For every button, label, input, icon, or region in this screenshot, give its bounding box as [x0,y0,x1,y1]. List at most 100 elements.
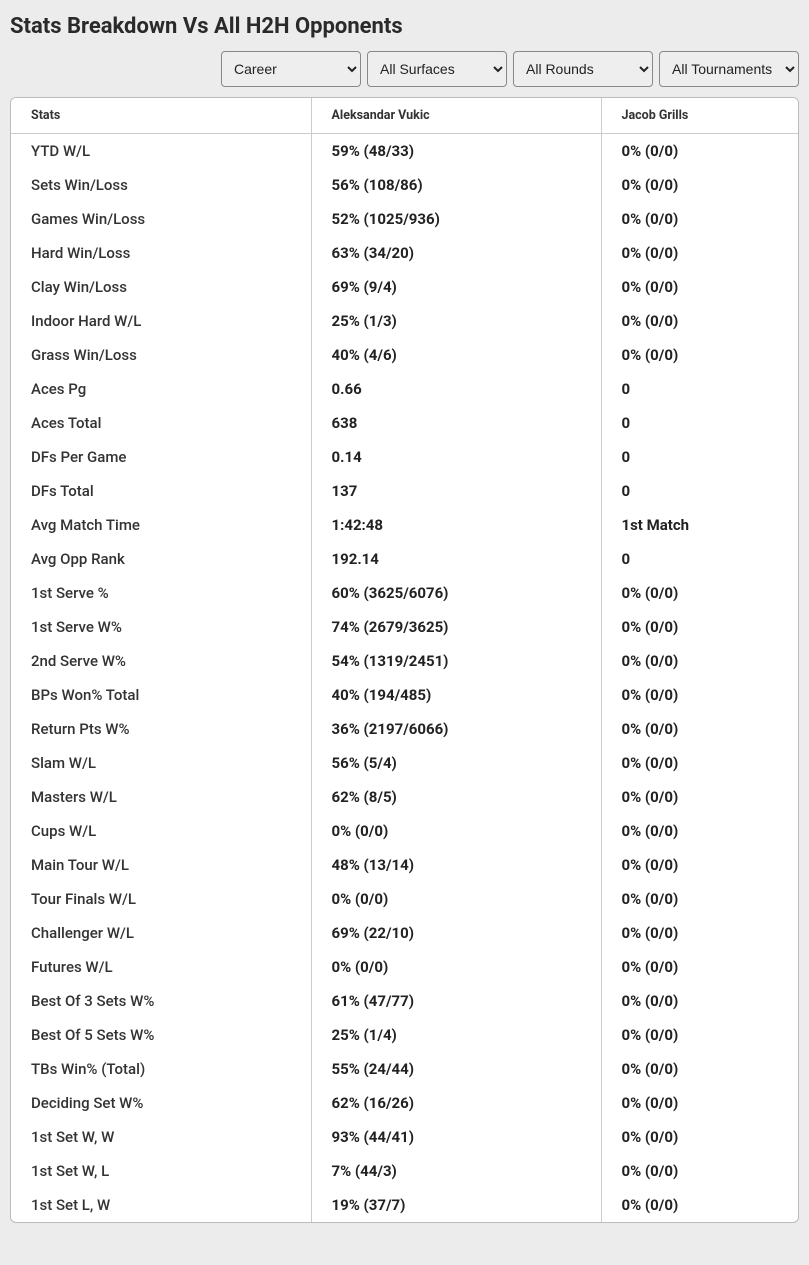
stat-player1-value: 0.14 [311,440,601,474]
stat-player1-value: 52% (1025/936) [311,202,601,236]
stat-player2-value: 0% (0/0) [601,576,798,610]
stat-label: Best Of 5 Sets W% [11,1018,311,1052]
stat-player2-value: 0% (0/0) [601,678,798,712]
stat-label: 1st Set W, L [11,1154,311,1188]
stat-player2-value: 0 [601,440,798,474]
table-row: Sets Win/Loss56% (108/86)0% (0/0) [11,168,798,202]
table-row: Return Pts W%36% (2197/6066)0% (0/0) [11,712,798,746]
stat-player1-value: 55% (24/44) [311,1052,601,1086]
stat-player2-value: 0% (0/0) [601,202,798,236]
table-row: DFs Per Game0.140 [11,440,798,474]
stat-player2-value: 0% (0/0) [601,950,798,984]
stat-player2-value: 0% (0/0) [601,1188,798,1222]
stat-label: Clay Win/Loss [11,270,311,304]
stat-player1-value: 61% (47/77) [311,984,601,1018]
stats-table-wrap: Stats Aleksandar Vukic Jacob Grills YTD … [10,97,799,1223]
col-header-stats: Stats [11,98,311,134]
stat-label: 2nd Serve W% [11,644,311,678]
stat-label: Aces Total [11,406,311,440]
stat-player1-value: 59% (48/33) [311,134,601,169]
stat-player2-value: 0% (0/0) [601,984,798,1018]
stat-player2-value: 0% (0/0) [601,780,798,814]
table-row: 1st Set L, W19% (37/7)0% (0/0) [11,1188,798,1222]
stat-player1-value: 0% (0/0) [311,882,601,916]
stat-player2-value: 0% (0/0) [601,1120,798,1154]
table-row: 1st Set W, L7% (44/3)0% (0/0) [11,1154,798,1188]
stat-player2-value: 0% (0/0) [601,746,798,780]
table-row: TBs Win% (Total)55% (24/44)0% (0/0) [11,1052,798,1086]
table-row: 1st Serve %60% (3625/6076)0% (0/0) [11,576,798,610]
stat-player2-value: 0% (0/0) [601,134,798,169]
stat-player1-value: 1:42:48 [311,508,601,542]
stats-table: Stats Aleksandar Vukic Jacob Grills YTD … [11,98,798,1222]
table-row: Slam W/L56% (5/4)0% (0/0) [11,746,798,780]
stat-player2-value: 0% (0/0) [601,712,798,746]
tournament-select[interactable]: All Tournaments [659,51,799,87]
stat-player1-value: 69% (9/4) [311,270,601,304]
round-select[interactable]: All Rounds [513,51,653,87]
stat-label: Cups W/L [11,814,311,848]
stat-label: Tour Finals W/L [11,882,311,916]
stat-player1-value: 74% (2679/3625) [311,610,601,644]
stat-player1-value: 25% (1/3) [311,304,601,338]
stat-player2-value: 0% (0/0) [601,168,798,202]
stat-player1-value: 36% (2197/6066) [311,712,601,746]
stat-player2-value: 0% (0/0) [601,304,798,338]
stat-player1-value: 19% (37/7) [311,1188,601,1222]
table-row: Aces Pg0.660 [11,372,798,406]
table-row: Hard Win/Loss63% (34/20)0% (0/0) [11,236,798,270]
stat-label: Avg Match Time [11,508,311,542]
stat-player1-value: 54% (1319/2451) [311,644,601,678]
stat-player1-value: 137 [311,474,601,508]
stat-label: TBs Win% (Total) [11,1052,311,1086]
table-row: Grass Win/Loss40% (4/6)0% (0/0) [11,338,798,372]
stat-player2-value: 0 [601,372,798,406]
stat-player1-value: 40% (4/6) [311,338,601,372]
table-row: Futures W/L0% (0/0)0% (0/0) [11,950,798,984]
stat-player2-value: 0% (0/0) [601,1052,798,1086]
stat-player2-value: 0% (0/0) [601,338,798,372]
stat-label: DFs Per Game [11,440,311,474]
stat-player1-value: 7% (44/3) [311,1154,601,1188]
stat-label: Avg Opp Rank [11,542,311,576]
stat-label: Grass Win/Loss [11,338,311,372]
stat-label: Return Pts W% [11,712,311,746]
stat-player2-value: 1st Match [601,508,798,542]
stat-player2-value: 0% (0/0) [601,610,798,644]
stat-player2-value: 0% (0/0) [601,1154,798,1188]
stat-player1-value: 638 [311,406,601,440]
table-header-row: Stats Aleksandar Vukic Jacob Grills [11,98,798,134]
stat-label: Sets Win/Loss [11,168,311,202]
page-title: Stats Breakdown Vs All H2H Opponents [10,14,799,39]
table-row: Tour Finals W/L0% (0/0)0% (0/0) [11,882,798,916]
surface-select[interactable]: All Surfaces [367,51,507,87]
stat-player2-value: 0% (0/0) [601,1018,798,1052]
table-row: Masters W/L62% (8/5)0% (0/0) [11,780,798,814]
stat-player1-value: 62% (16/26) [311,1086,601,1120]
stat-player1-value: 63% (34/20) [311,236,601,270]
period-select[interactable]: Career [221,51,361,87]
stat-player2-value: 0% (0/0) [601,270,798,304]
table-row: Cups W/L0% (0/0)0% (0/0) [11,814,798,848]
table-row: 1st Set W, W93% (44/41)0% (0/0) [11,1120,798,1154]
col-header-player2: Jacob Grills [601,98,798,134]
stat-label: 1st Set W, W [11,1120,311,1154]
stat-label: 1st Serve % [11,576,311,610]
stat-player2-value: 0% (0/0) [601,848,798,882]
stat-label: DFs Total [11,474,311,508]
filter-bar: Career All Surfaces All Rounds All Tourn… [10,51,799,87]
stat-player1-value: 93% (44/41) [311,1120,601,1154]
stat-player1-value: 48% (13/14) [311,848,601,882]
stat-player1-value: 56% (5/4) [311,746,601,780]
table-row: DFs Total1370 [11,474,798,508]
stat-label: Hard Win/Loss [11,236,311,270]
stat-label: Futures W/L [11,950,311,984]
stat-player2-value: 0 [601,542,798,576]
stat-player2-value: 0% (0/0) [601,644,798,678]
table-row: YTD W/L59% (48/33)0% (0/0) [11,134,798,169]
table-row: Avg Match Time1:42:481st Match [11,508,798,542]
table-row: Indoor Hard W/L25% (1/3)0% (0/0) [11,304,798,338]
stat-label: Masters W/L [11,780,311,814]
stat-player1-value: 40% (194/485) [311,678,601,712]
stat-player2-value: 0% (0/0) [601,814,798,848]
